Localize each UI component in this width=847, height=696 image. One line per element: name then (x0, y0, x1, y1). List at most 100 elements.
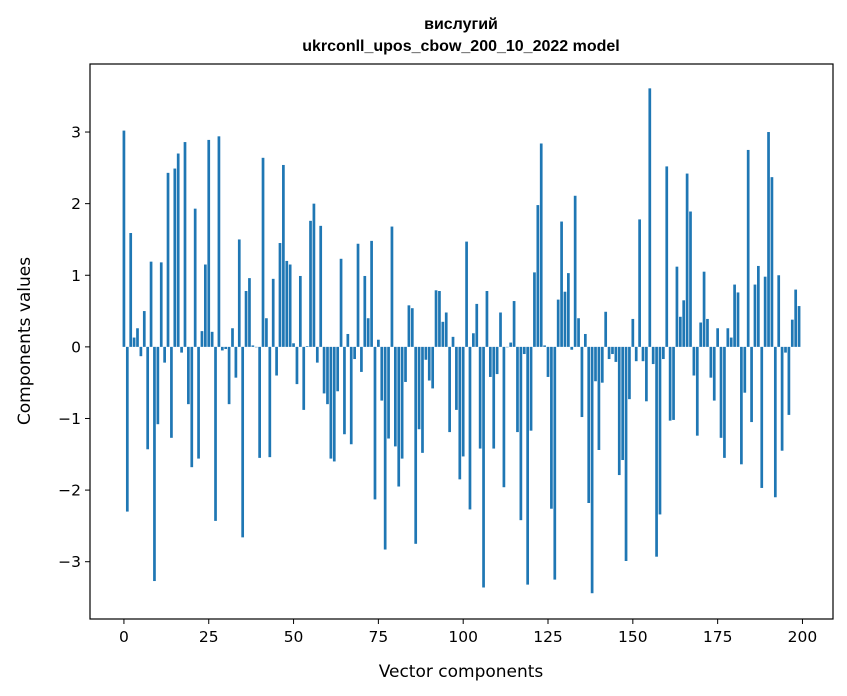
bar (478, 346, 482, 449)
bar (132, 337, 136, 347)
bar (444, 312, 448, 347)
bar (787, 346, 791, 415)
bar (146, 346, 150, 450)
bar (509, 342, 513, 347)
bar (658, 346, 662, 515)
bar (770, 177, 774, 347)
bar (712, 346, 716, 401)
bar (482, 346, 485, 588)
bar (763, 276, 767, 347)
bar (400, 346, 404, 459)
y-tick-label: 1 (71, 267, 81, 285)
bar (702, 271, 706, 347)
bar (237, 239, 241, 347)
bar (543, 345, 546, 347)
bar (156, 346, 160, 425)
bar (604, 311, 608, 347)
bar (668, 346, 672, 421)
bar (617, 346, 621, 476)
bar (414, 346, 418, 544)
bar (353, 346, 356, 360)
bar (244, 291, 248, 347)
bar (675, 266, 679, 347)
bar (678, 316, 682, 347)
bar (288, 264, 292, 347)
bar (516, 346, 519, 433)
bar (794, 289, 798, 347)
bar (475, 303, 479, 347)
y-tick-label: −3 (58, 553, 81, 571)
bar (468, 346, 472, 510)
bar (784, 346, 787, 353)
bar (556, 299, 560, 347)
bar (573, 195, 577, 347)
bar (662, 346, 665, 360)
bar (726, 328, 730, 347)
bar (499, 312, 502, 347)
bar (689, 211, 692, 347)
bar (567, 273, 570, 347)
bar (315, 346, 319, 363)
bar (648, 88, 652, 347)
bar (550, 346, 553, 509)
bar (624, 346, 628, 561)
bar (136, 328, 139, 347)
bar (790, 319, 794, 347)
bar (200, 331, 204, 347)
bar (638, 219, 641, 347)
bar (159, 262, 163, 347)
x-axis-label: Vector components (379, 662, 544, 682)
bar (224, 346, 228, 350)
bar (390, 226, 394, 347)
bar (305, 346, 309, 347)
bar (282, 164, 285, 347)
bar (332, 346, 336, 462)
bar (329, 346, 333, 459)
bar (309, 220, 312, 347)
bar (370, 240, 373, 347)
bar (760, 346, 764, 488)
bar (526, 346, 530, 585)
bar (438, 291, 441, 347)
bar (733, 284, 736, 347)
bar (594, 346, 597, 382)
bar (122, 130, 126, 347)
x-tick-label: 200 (788, 628, 818, 646)
bar (692, 346, 696, 376)
bar (214, 346, 217, 521)
bar (125, 346, 129, 512)
bar (417, 346, 421, 430)
bar (265, 318, 268, 347)
chart-title-line-2: ukrconll_upos_cbow_200_10_2022 model (302, 38, 619, 55)
bar (502, 346, 506, 488)
bar (641, 346, 645, 362)
bar (488, 346, 492, 377)
bar (773, 346, 777, 498)
bar (302, 346, 306, 410)
bar (176, 153, 180, 347)
bar (645, 346, 648, 402)
bar (261, 157, 265, 347)
bar (173, 168, 177, 347)
bar (465, 241, 468, 347)
bar (424, 346, 428, 360)
bar (431, 346, 435, 389)
bar (193, 208, 197, 347)
bar (563, 291, 567, 347)
bar (163, 346, 166, 363)
bar (590, 346, 594, 594)
bar (210, 331, 214, 347)
bar (746, 149, 750, 347)
bar (495, 346, 499, 375)
bar (217, 136, 221, 347)
bar (129, 233, 133, 347)
bar (723, 346, 726, 458)
bar (560, 221, 563, 347)
bar (706, 318, 709, 347)
bar (719, 346, 723, 438)
bar (580, 346, 584, 418)
bar (682, 300, 686, 347)
bar (363, 275, 367, 347)
bar (729, 337, 733, 347)
bar (153, 346, 156, 582)
